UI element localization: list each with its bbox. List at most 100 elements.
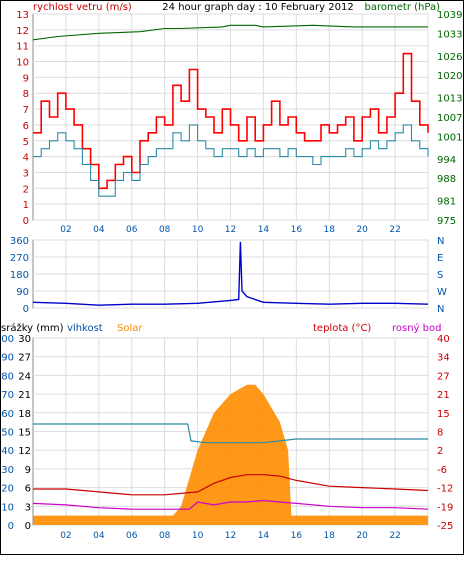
x-tick-label: 08 xyxy=(159,531,171,541)
right-tick-label: 994 xyxy=(437,155,456,166)
humidity-tick-label: 30 xyxy=(1,465,14,476)
rain-tick-label: 9 xyxy=(25,465,31,476)
x-tick-labels: 02 04 06 08 10 12 14 16 18 20 22 xyxy=(60,225,401,235)
left-tick-label: 0 xyxy=(23,216,29,227)
left-tick-label: 6 xyxy=(23,121,29,132)
x-tick-label: 14 xyxy=(258,225,270,235)
humidity-tick-label: 20 xyxy=(1,484,14,495)
humidity-tick-label: 10 xyxy=(1,502,14,513)
left-tick-label: 8 xyxy=(23,89,29,100)
humidity-series xyxy=(33,423,428,444)
left-tick-label: 2 xyxy=(23,184,29,195)
rain-tick-label: 18 xyxy=(18,409,31,420)
temperature-tick-label: -6 xyxy=(437,465,447,476)
left-tick-label: 4 xyxy=(23,153,29,164)
temperature-tick-label: 8 xyxy=(437,428,443,439)
rain-tick-label: 3 xyxy=(25,502,31,513)
left-axis-title: rychlost vetru (m/s) xyxy=(33,2,132,13)
right-tick-label: 1039 xyxy=(437,10,462,21)
rain-tick-label: 12 xyxy=(18,446,31,457)
right-tick-labels: 975 981 988 994 1001 1007 1013 1020 1026 1033 1039 xyxy=(437,10,462,227)
direction-label: W xyxy=(437,287,447,298)
temperature-tick-label: -25 xyxy=(437,521,453,532)
x-tick-label: 16 xyxy=(291,531,303,541)
left-tick-label: 360 xyxy=(10,236,29,247)
series-group xyxy=(32,384,429,525)
x-tick-label: 22 xyxy=(389,531,400,541)
left-tick-label: 5 xyxy=(23,137,29,148)
x-tick-label: 04 xyxy=(93,225,105,235)
right-tick-label: 981 xyxy=(437,197,456,208)
temperature-tick-label: 21 xyxy=(437,390,450,401)
left-tick-label: 12 xyxy=(16,26,29,37)
humidity-tick-label: 100 xyxy=(0,334,14,345)
humidity-tick-label: 80 xyxy=(1,371,14,382)
left-tick-label: 7 xyxy=(23,105,29,116)
left-tick-labels: 00 10 3 20 6 30 9 40 12 50 15 60 18 70 21 80 24 90 27 100 30 xyxy=(0,334,31,532)
x-tick-label: 10 xyxy=(192,225,204,235)
temperature-tick-label: 27 xyxy=(437,371,450,382)
left-tick-label: 11 xyxy=(16,42,29,53)
temperature-tick-label: -12 xyxy=(437,484,453,495)
right-tick-label: 975 xyxy=(437,216,456,227)
dew-point-series xyxy=(32,499,429,510)
left-tick-label: 10 xyxy=(16,58,29,69)
temperature-tick-label: 2 xyxy=(437,446,443,457)
legend-dew-point: rosný bod xyxy=(392,322,441,334)
x-tick-label: 18 xyxy=(324,225,336,235)
x-tick-label: 08 xyxy=(159,225,171,235)
right-tick-label: 1033 xyxy=(437,29,462,40)
humidity-tick-label: 40 xyxy=(1,446,14,457)
x-tick-label: 22 xyxy=(389,225,400,235)
direction-label: N xyxy=(437,304,444,315)
x-tick-label: 04 xyxy=(93,531,105,541)
rain-humidity-temp-panel: srážky (mm) vlhkost Solar teplota (°C) r… xyxy=(0,322,453,541)
x-tick-label: 06 xyxy=(126,225,138,235)
right-tick-label: 1007 xyxy=(437,113,462,124)
right-axis-title: barometr (hPa) xyxy=(365,2,441,13)
left-tick-label: 3 xyxy=(23,168,29,179)
series-group xyxy=(32,24,429,197)
rain-tick-label: 30 xyxy=(18,334,31,345)
left-tick-label: 13 xyxy=(16,10,29,21)
left-tick-label: 180 xyxy=(10,270,29,281)
temperature-tick-label: 15 xyxy=(437,409,450,420)
x-tick-labels: 02 04 06 08 10 12 14 16 18 20 22 xyxy=(60,531,401,541)
temperature-tick-label: -19 xyxy=(437,502,453,513)
chart-title: 24 hour graph day : 10 February 2012 xyxy=(162,2,353,13)
right-tick-label: 988 xyxy=(437,174,456,185)
left-tick-label: 90 xyxy=(16,287,29,298)
legend-temperature: teplota (°C) xyxy=(313,323,371,334)
right-tick-label: 1013 xyxy=(437,94,462,105)
x-tick-label: 20 xyxy=(356,225,368,235)
series-group xyxy=(32,241,429,306)
direction-label: E xyxy=(437,253,443,264)
humidity-tick-label: 70 xyxy=(1,390,14,401)
rain-tick-label: 6 xyxy=(25,484,31,495)
x-tick-label: 12 xyxy=(225,225,236,235)
legend-solar: Solar xyxy=(117,323,143,334)
x-tick-label: 10 xyxy=(192,531,204,541)
temperature-series xyxy=(33,474,429,496)
x-tick-label: 16 xyxy=(291,225,303,235)
x-tick-label: 12 xyxy=(225,531,236,541)
humidity-tick-label: 0 xyxy=(8,521,14,532)
direction-label: N xyxy=(437,236,444,247)
legend-humidity: vlhkost xyxy=(67,323,103,334)
left-tick-labels: 0 90 180 270 360 xyxy=(10,236,29,315)
x-tick-label: 18 xyxy=(324,531,336,541)
right-tick-labels: -25 -19 -12 -6 2 8 15 21 27 34 40 xyxy=(437,334,453,532)
direction-label: S xyxy=(437,270,443,281)
x-tick-label: 20 xyxy=(356,531,368,541)
temperature-tick-label: 40 xyxy=(437,334,450,345)
right-tick-label: 1020 xyxy=(437,71,462,82)
gridlines xyxy=(33,239,429,309)
temperature-tick-label: 34 xyxy=(437,353,450,364)
wind-speed-series xyxy=(33,124,429,197)
rain-tick-label: 0 xyxy=(25,521,31,532)
x-tick-label: 02 xyxy=(60,225,71,235)
left-tick-label: 270 xyxy=(10,253,29,264)
